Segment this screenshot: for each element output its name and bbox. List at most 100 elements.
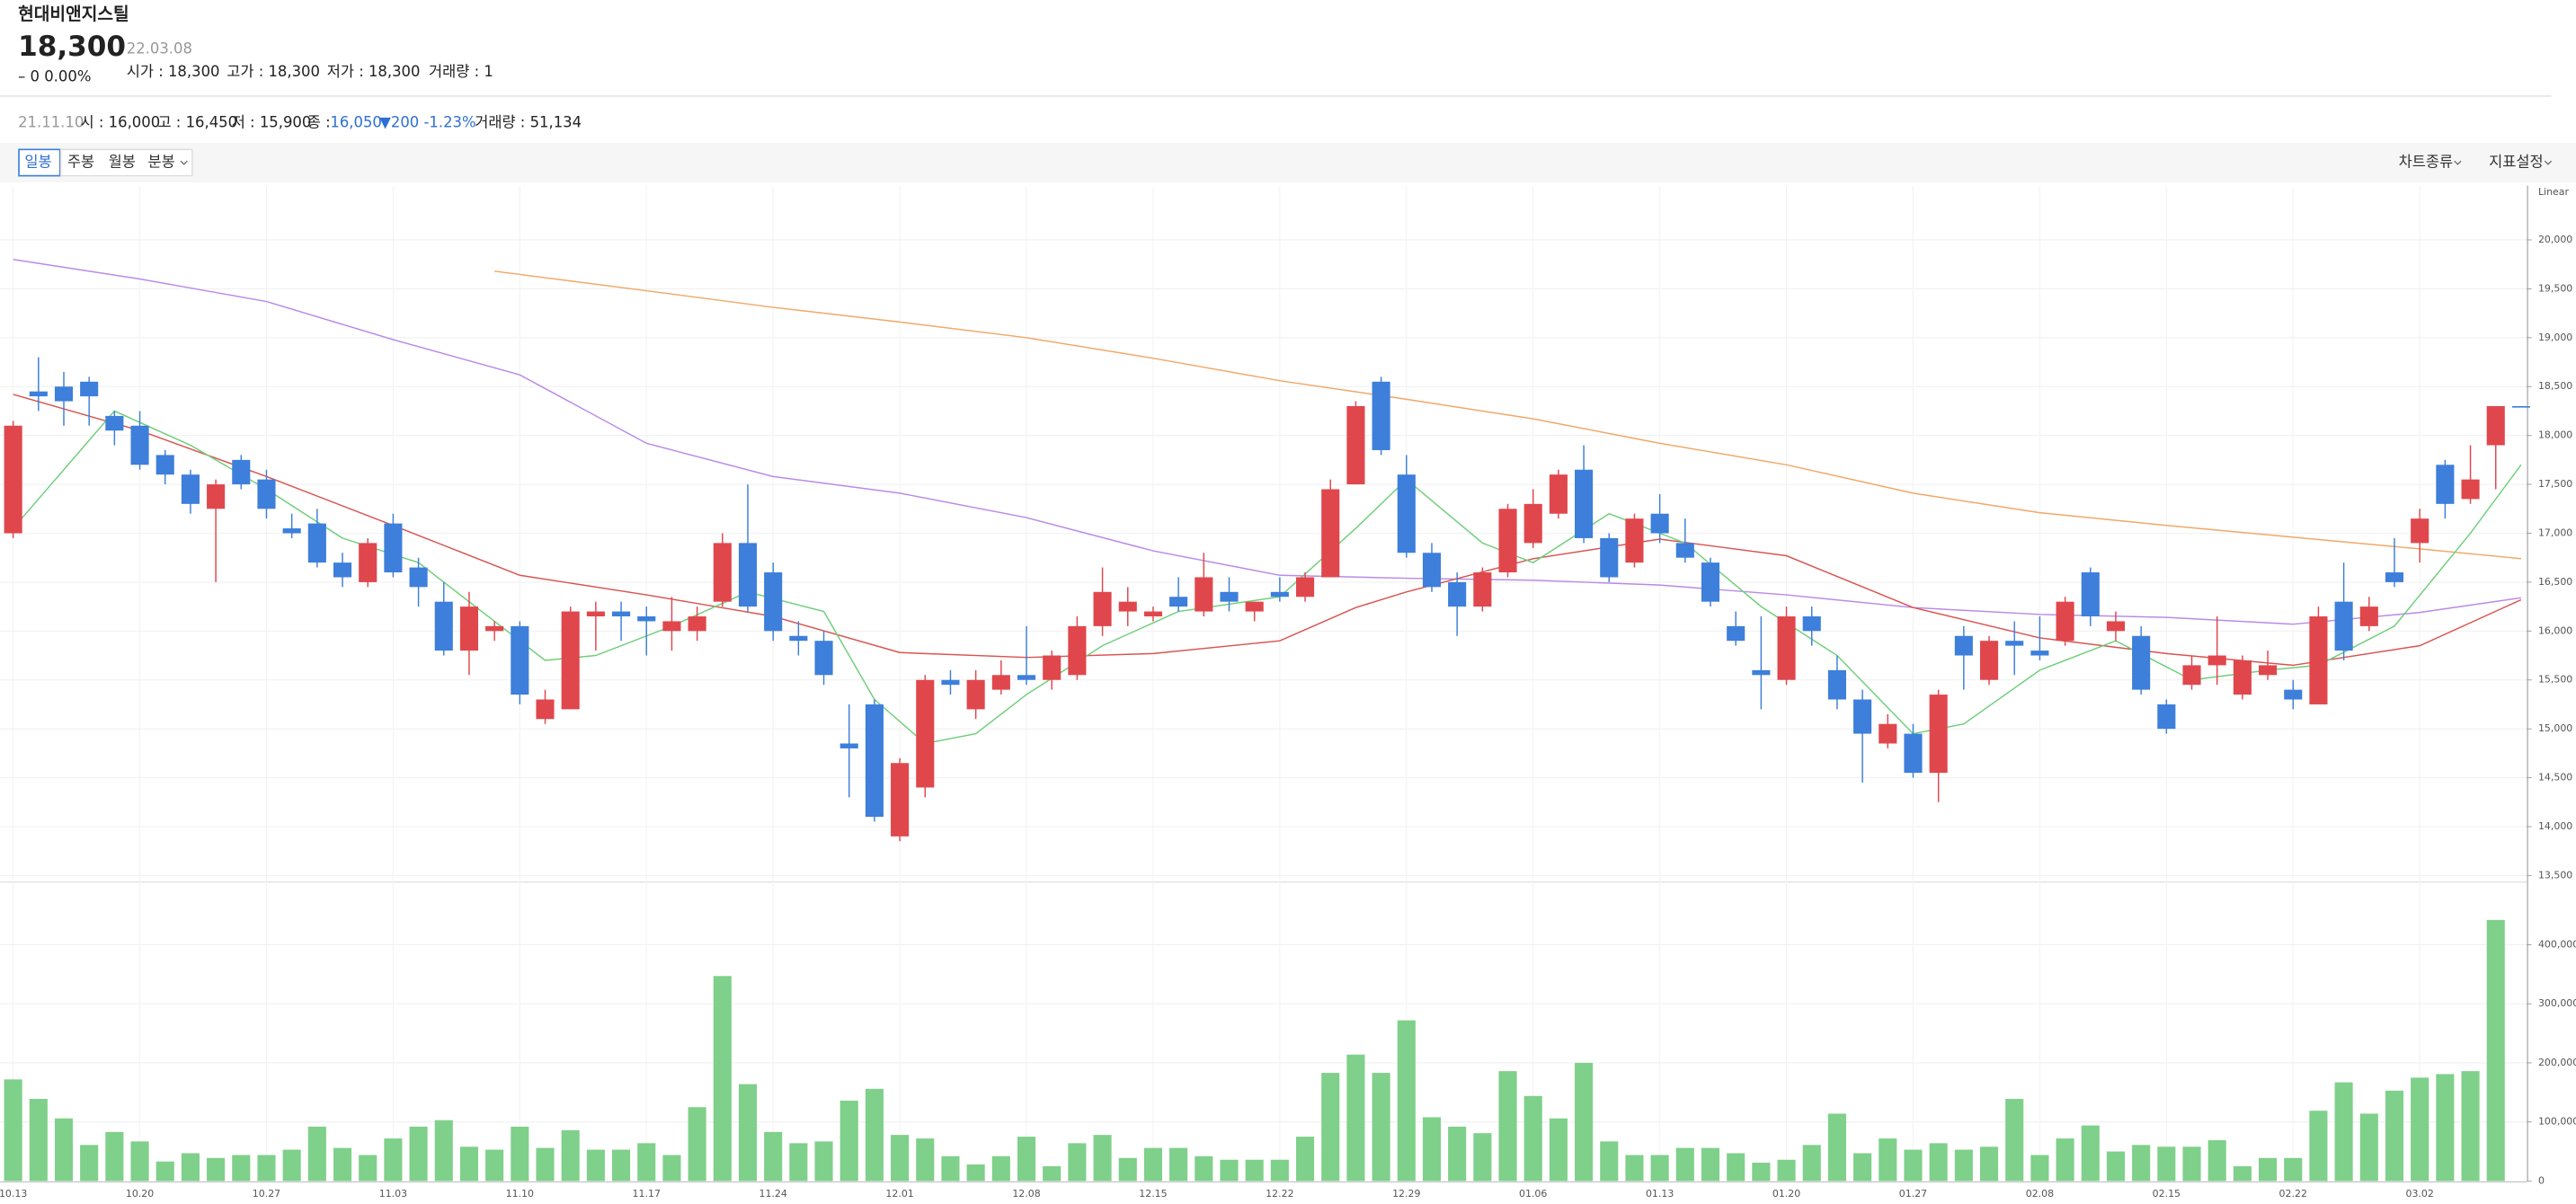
candle-body [181, 474, 200, 504]
volume-tick-label: 100,000 [2538, 1116, 2576, 1128]
dropdown-caret [2454, 160, 2462, 165]
candle-body [511, 625, 529, 695]
volume-bar [257, 1155, 276, 1182]
volume-bar [1802, 1145, 1821, 1182]
x-tick-label: 12.01 [885, 1188, 913, 1200]
y-tick-label: 13,500 [2538, 869, 2572, 881]
volume-bar [130, 1141, 149, 1182]
volume-bar [1118, 1157, 1137, 1182]
volume-bar [561, 1129, 580, 1182]
candle-body [2486, 406, 2505, 446]
period-minute[interactable]: 분봉 [148, 153, 175, 170]
y-tick-label: 14,500 [2538, 772, 2572, 783]
volume-bar [1321, 1073, 1340, 1182]
chart-type-menu[interactable]: 차트종류 [2399, 153, 2453, 170]
volume-bar [2309, 1111, 2328, 1182]
volume-bar [1245, 1159, 1264, 1182]
candle-body [2284, 689, 2303, 700]
crosshair-change: ▼200 -1.23% [379, 114, 475, 131]
candle-body [155, 455, 174, 475]
candle-body [688, 615, 706, 632]
y-tick-label: 19,000 [2538, 332, 2572, 343]
x-tick-label: 11.24 [759, 1188, 786, 1200]
candle-body [1625, 518, 1644, 563]
volume-bar [814, 1141, 833, 1182]
candle-body [865, 704, 884, 818]
volume-bar [1195, 1155, 1213, 1182]
volume-bar [1498, 1071, 1517, 1182]
candle-body [1523, 503, 1542, 544]
candle-body [966, 679, 985, 710]
candle-body [2511, 406, 2530, 408]
candle-body [536, 699, 555, 720]
volume-bar [2005, 1099, 2024, 1182]
volume-tick-label: 0 [2538, 1174, 2545, 1186]
current-price: 18,300 [18, 31, 126, 63]
volume-tick-label: 300,000 [2538, 997, 2576, 1009]
candle-body [2182, 665, 2201, 686]
volume-bar [1397, 1020, 1416, 1182]
x-tick-label: 12.08 [1012, 1188, 1040, 1200]
candle-body [814, 641, 833, 676]
volume-bar [2334, 1082, 2353, 1182]
candle-body [2106, 621, 2126, 632]
candle-body [891, 763, 910, 837]
candle-body [1549, 474, 1568, 514]
y-tick-label: 15,500 [2538, 674, 2572, 686]
volume-bar [511, 1126, 529, 1182]
x-tick-label: 01.06 [1519, 1188, 1547, 1200]
volume-bar [1853, 1153, 1872, 1182]
period-week[interactable]: 주봉 [67, 153, 94, 170]
volume-bar [1549, 1118, 1568, 1182]
crosshair-open: 시 : 16,000 [81, 114, 161, 131]
volume-bar [155, 1161, 174, 1182]
volume-bar [2359, 1113, 2378, 1182]
volume-bar [384, 1138, 403, 1182]
volume-bar [637, 1143, 656, 1182]
y-tick-label: 16,500 [2538, 576, 2572, 588]
volume-bar [2284, 1157, 2303, 1182]
volume-bar [891, 1135, 910, 1182]
y-tick-label: 15,000 [2538, 722, 2572, 734]
y-tick-label: 19,500 [2538, 282, 2572, 294]
candle-body [4, 425, 22, 534]
volume-bar [1169, 1147, 1188, 1182]
scale-label: Linear [2538, 186, 2570, 198]
y-tick-label: 17,500 [2538, 478, 2572, 490]
volume-bar [409, 1126, 428, 1182]
candle-body [637, 615, 656, 622]
period-day[interactable]: 일봉 [24, 153, 51, 170]
candle-body [1169, 597, 1188, 607]
volume-bar [1701, 1147, 1720, 1182]
period-button-selected[interactable] [18, 148, 61, 177]
x-tick-label: 01.27 [1899, 1188, 1927, 1200]
candle-body [1093, 591, 1112, 626]
indicator-menu[interactable]: 지표설정 [2489, 153, 2543, 170]
candle-body [1853, 699, 1872, 734]
period-month[interactable]: 월봉 [109, 153, 136, 170]
volume-bar [2030, 1155, 2049, 1182]
high-price: 고가 : 18,300 [227, 63, 320, 80]
volume-bar [2259, 1157, 2278, 1182]
volume-bar [1625, 1155, 1644, 1182]
period-buttons[interactable] [59, 148, 193, 177]
candle-body [80, 381, 99, 397]
price-change: – 0 0.00% [18, 67, 91, 84]
candle-body [384, 523, 403, 573]
candle-body [1143, 611, 1162, 616]
volume-bar [1448, 1126, 1467, 1182]
candle-body [839, 743, 858, 748]
volume-bar [536, 1147, 555, 1182]
volume-bar [764, 1131, 783, 1182]
y-tick-label: 18,000 [2538, 429, 2572, 441]
candle-body [1600, 537, 1619, 578]
candle-body [2157, 704, 2176, 730]
candle-body [2309, 615, 2328, 704]
low-price: 저가 : 18,300 [327, 63, 421, 80]
crosshair-date: 21.11.10 [18, 114, 84, 131]
trade-volume: 거래량 : 1 [429, 63, 493, 80]
candle-body [764, 572, 783, 632]
candle-body [2132, 635, 2151, 690]
candle-body [1650, 513, 1669, 534]
x-tick-label: 02.15 [2153, 1188, 2181, 1200]
